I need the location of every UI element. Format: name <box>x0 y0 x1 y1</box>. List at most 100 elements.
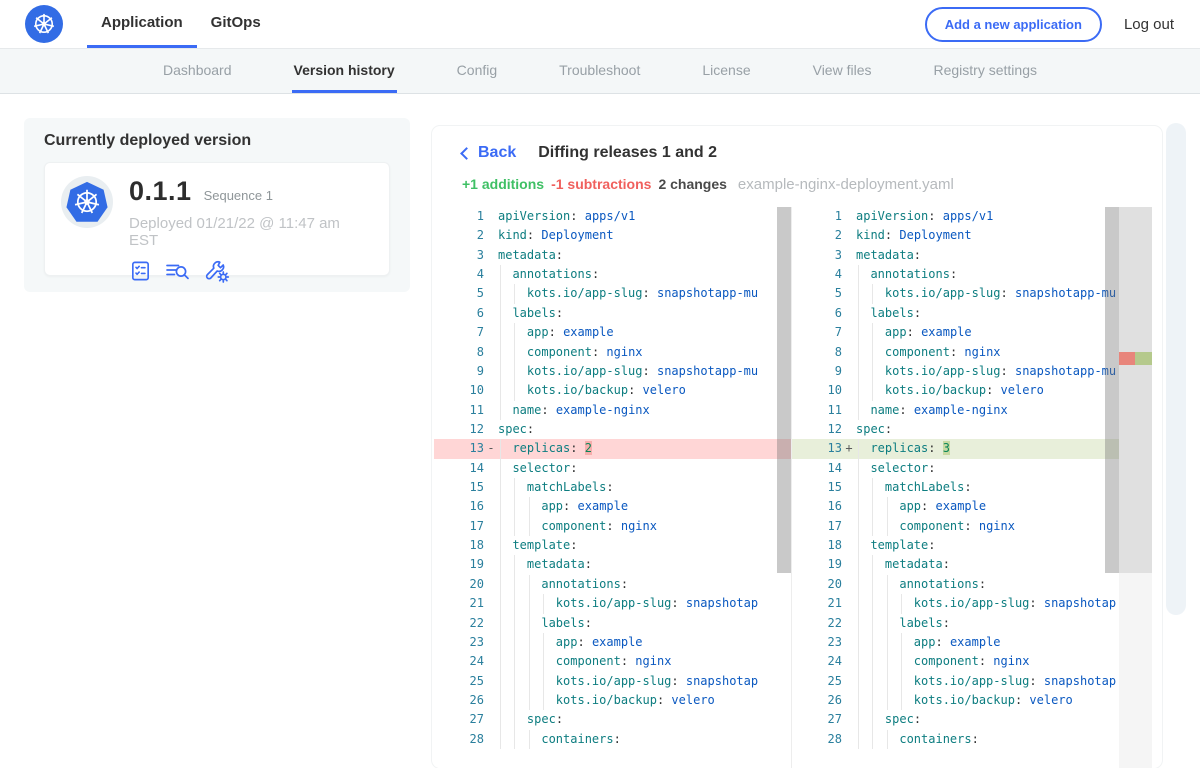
subnav-tab-view-files[interactable]: View files <box>812 61 872 78</box>
app-subnav: Dashboard Version history Config Troublesho… <box>0 48 1200 94</box>
line-number: 5 <box>476 286 484 301</box>
line-number: 13 <box>827 441 842 456</box>
diff-pane-original[interactable]: 1 apiVersion: apps/v1 2 kind: Deployment 3 me… <box>434 207 791 768</box>
line-number: 15 <box>827 480 842 495</box>
diff-sign <box>484 517 498 536</box>
line-number: 14 <box>469 460 484 475</box>
code-line-modified-21: 21 kots.io/app-slug: snapshotap <box>792 594 1152 614</box>
code-text: spec: <box>498 421 535 436</box>
diff-sign <box>842 652 856 671</box>
diff-sign <box>484 207 498 226</box>
line-number: 15 <box>469 480 484 495</box>
diff-sign <box>842 691 856 710</box>
deployed-card-title: Currently deployed version <box>44 132 252 149</box>
code-text: matchLabels: <box>498 478 791 498</box>
subnav-tab-version-history[interactable]: Version history <box>291 49 397 93</box>
line-number: 28 <box>827 731 842 746</box>
code-text: kots.io/backup: velero <box>856 690 1152 711</box>
code-line-modified-7: 7 app: example <box>792 323 1152 343</box>
overview-added-marker <box>1135 352 1152 365</box>
scrollbar-thumb[interactable] <box>1105 207 1119 573</box>
diff-editors: 1 apiVersion: apps/v1 2 kind: Deployment 3 me… <box>434 207 1160 768</box>
code-text: containers: <box>856 729 1152 750</box>
code-line-original-28: 28 containers: <box>434 729 791 750</box>
code-text: app: example <box>856 497 1152 517</box>
diff-sign <box>842 459 856 478</box>
subnav-tab-license[interactable]: License <box>702 61 751 78</box>
app-logo[interactable] <box>0 0 87 48</box>
code-text: metadata: <box>856 247 922 262</box>
view-logs-icon[interactable] <box>164 259 191 283</box>
line-number: 17 <box>469 518 484 533</box>
diff-sign <box>484 497 498 516</box>
diff-sign <box>484 459 498 478</box>
line-number: 10 <box>469 383 484 398</box>
release-notes-icon[interactable] <box>129 259 152 283</box>
code-text: kots.io/app-slug: snapshotapp-mu <box>856 284 1152 304</box>
diff-sign <box>842 730 856 749</box>
diff-sign <box>842 517 856 536</box>
subnav-tab-registry-settings[interactable]: Registry settings <box>933 61 1037 78</box>
diff-sign <box>842 265 856 284</box>
code-text: app: example <box>856 323 1152 343</box>
back-button[interactable]: Back <box>460 144 517 162</box>
subnav-tab-troubleshoot[interactable]: Troubleshoot <box>559 61 641 78</box>
overview-removed-marker <box>1119 352 1135 365</box>
code-line-original-14: 14 selector: <box>434 458 791 479</box>
line-number: 10 <box>827 383 842 398</box>
overview-viewport-shade <box>1119 207 1152 573</box>
code-text: kind: Deployment <box>856 228 972 243</box>
deployed-version-card: 0.1.1 Sequence 1 Deployed 01/21/22 @ 11:… <box>44 162 390 283</box>
tab-gitops[interactable]: GitOps <box>210 14 261 31</box>
diff-sign: + <box>845 441 853 456</box>
code-text: app: example <box>856 632 1152 653</box>
code-line-original-10: 10 kots.io/backup: velero <box>434 381 791 401</box>
diff-overview-ruler[interactable] <box>1119 207 1152 768</box>
code-text: spec: <box>498 710 791 730</box>
line-number: 24 <box>827 654 842 669</box>
sequence-label: Sequence 1 <box>203 188 273 203</box>
line-number: 22 <box>827 615 842 630</box>
back-label: Back <box>478 144 517 161</box>
diff-title: Diffing releases 1 and 2 <box>538 144 717 161</box>
diff-pane-modified[interactable]: 1 apiVersion: apps/v1 2 kind: Deployment 3 me… <box>791 207 1152 768</box>
logout-link[interactable]: Log out <box>1123 15 1174 33</box>
line-number: 21 <box>469 596 484 611</box>
code-line-modified-19: 19 metadata: <box>792 555 1152 575</box>
diff-sign <box>484 691 498 710</box>
tab-application[interactable]: Application <box>87 0 197 48</box>
code-text: labels: <box>498 303 791 324</box>
add-application-button[interactable]: Add a new application <box>924 6 1102 42</box>
code-line-modified-11: 11 name: example-nginx <box>792 400 1152 420</box>
line-number: 22 <box>469 615 484 630</box>
diff-sign <box>842 672 856 691</box>
scrollbar-thumb[interactable] <box>777 207 791 573</box>
code-line-modified-24: 24 component: nginx <box>792 652 1152 672</box>
code-text: app: example <box>498 497 791 517</box>
subnav-tab-config[interactable]: Config <box>456 61 498 78</box>
line-number: 1 <box>476 209 484 223</box>
diff-sign <box>842 207 856 226</box>
diff-sign <box>842 323 856 342</box>
diff-sign <box>484 304 498 323</box>
line-number: 23 <box>827 634 842 649</box>
diff-sign <box>842 226 856 245</box>
diff-filename: example-nginx-deployment.yaml <box>737 176 954 193</box>
code-line-original-13: 13- replicas: 2 <box>434 439 791 459</box>
code-text: replicas: 2 <box>498 439 791 459</box>
code-text: app: example <box>498 632 791 653</box>
code-line-modified-20: 20 annotations: <box>792 574 1152 595</box>
code-text: annotations: <box>498 265 791 285</box>
line-number: 6 <box>476 305 484 320</box>
code-text: kots.io/app-slug: snapshotap <box>498 671 791 691</box>
line-number: 7 <box>834 325 842 340</box>
code-text: spec: <box>856 421 893 436</box>
subnav-tab-dashboard[interactable]: Dashboard <box>163 61 232 78</box>
line-number: 26 <box>469 692 484 707</box>
line-number: 4 <box>476 267 484 282</box>
config-tools-icon[interactable] <box>203 259 230 283</box>
code-line-original-7: 7 app: example <box>434 323 791 343</box>
code-text: containers: <box>498 729 791 750</box>
chevron-left-icon <box>460 147 473 160</box>
code-line-modified-28: 28 containers: <box>792 729 1152 750</box>
